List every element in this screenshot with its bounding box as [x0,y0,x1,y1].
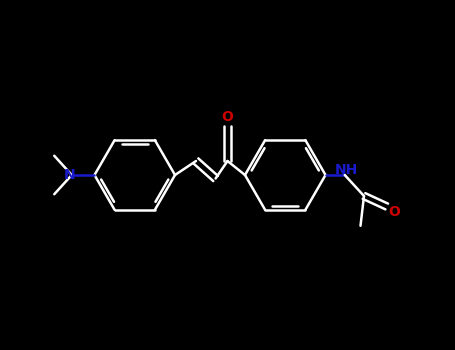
Text: N: N [64,168,76,182]
Text: O: O [388,205,399,219]
Text: NH: NH [335,163,358,177]
Text: O: O [222,110,233,124]
